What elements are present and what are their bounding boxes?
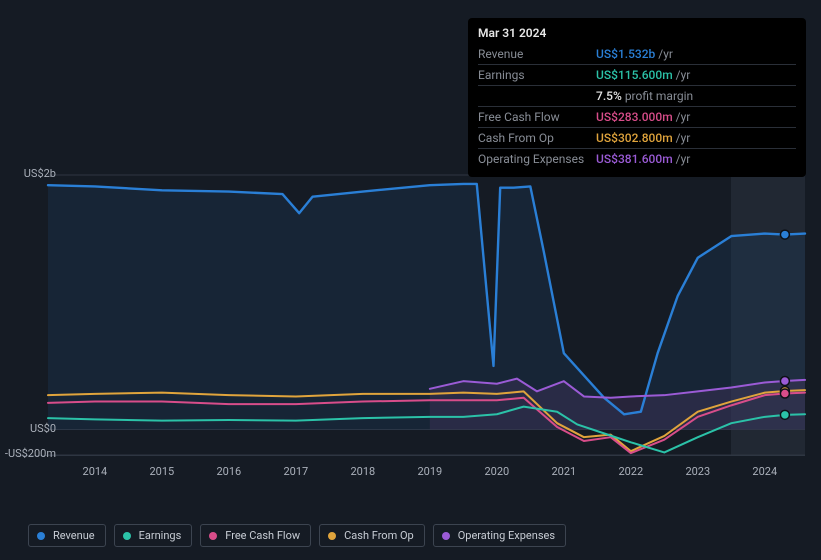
series-marker-revenue: [780, 230, 789, 239]
legend-item-label: Earnings: [139, 529, 182, 542]
tooltip-row-unit: profit margin: [625, 89, 693, 103]
x-axis-tick-label: 2021: [544, 465, 584, 478]
legend-item-opex[interactable]: Operating Expenses: [433, 524, 566, 547]
legend-item-earnings[interactable]: Earnings: [114, 524, 193, 547]
tooltip-row-label: Earnings: [478, 68, 596, 82]
tooltip-row-unit: /yr: [658, 47, 673, 61]
legend-item-label: Free Cash Flow: [225, 529, 300, 542]
y-axis-tick-label: US$2b: [0, 167, 56, 180]
legend-item-fcf[interactable]: Free Cash Flow: [200, 524, 311, 547]
x-axis-tick-label: 2023: [678, 465, 718, 478]
legend-dot-icon: [123, 532, 131, 540]
x-axis-tick-label: 2022: [611, 465, 651, 478]
x-axis-tick-label: 2016: [209, 465, 249, 478]
series-marker-earnings: [780, 410, 789, 419]
tooltip-row: Free Cash FlowUS$283.000m/yr: [478, 106, 796, 127]
tooltip-row: Operating ExpensesUS$381.600m/yr: [478, 148, 796, 169]
tooltip-row-unit: /yr: [676, 110, 691, 124]
tooltip-row-label: Cash From Op: [478, 131, 596, 145]
x-axis-tick-label: 2024: [745, 465, 785, 478]
tooltip-row-value: 7.5%: [596, 89, 622, 103]
tooltip-row-value: US$381.600m: [596, 152, 673, 166]
legend-item-label: Cash From Op: [344, 529, 414, 542]
x-axis-tick-label: 2020: [477, 465, 517, 478]
chart-legend: Revenue Earnings Free Cash Flow Cash From O…: [28, 524, 566, 547]
tooltip-row: 7.5%profit margin: [478, 85, 796, 106]
legend-dot-icon: [209, 532, 217, 540]
tooltip-row-label: [478, 89, 596, 103]
legend-item-label: Operating Expenses: [458, 529, 555, 542]
tooltip-row: EarningsUS$115.600m/yr: [478, 64, 796, 85]
x-axis-tick-label: 2014: [75, 465, 115, 478]
tooltip-row-unit: /yr: [676, 68, 691, 82]
tooltip-row-value: US$1.532b: [596, 47, 655, 61]
tooltip-row-label: Operating Expenses: [478, 152, 596, 166]
tooltip-date: Mar 31 2024: [478, 26, 796, 44]
tooltip-row-value: US$302.800m: [596, 131, 673, 145]
y-axis-tick-label: -US$200m: [0, 447, 56, 460]
legend-dot-icon: [328, 532, 336, 540]
y-axis-tick-label: US$0: [0, 422, 56, 435]
chart-tooltip: Mar 31 2024 RevenueUS$1.532b/yrEarningsU…: [468, 18, 806, 177]
tooltip-row: RevenueUS$1.532b/yr: [478, 44, 796, 64]
tooltip-row: Cash From OpUS$302.800m/yr: [478, 127, 796, 148]
tooltip-row-label: Revenue: [478, 47, 596, 61]
legend-dot-icon: [37, 532, 45, 540]
x-axis-tick-label: 2015: [142, 465, 182, 478]
legend-item-cfo[interactable]: Cash From Op: [319, 524, 425, 547]
tooltip-row-value: US$115.600m: [596, 68, 673, 82]
legend-item-revenue[interactable]: Revenue: [28, 524, 106, 547]
tooltip-row-unit: /yr: [676, 152, 691, 166]
legend-item-label: Revenue: [53, 529, 95, 542]
x-axis-tick-label: 2018: [343, 465, 383, 478]
x-axis-tick-label: 2017: [276, 465, 316, 478]
series-marker-opex: [780, 376, 789, 385]
x-axis-tick-label: 2019: [410, 465, 450, 478]
tooltip-row-value: US$283.000m: [596, 110, 673, 124]
series-marker-fcf: [780, 389, 789, 398]
tooltip-row-unit: /yr: [676, 131, 691, 145]
legend-dot-icon: [442, 532, 450, 540]
financials-chart: US$2b US$0 -US$200m 2014 2015 2016 2017 2018 20…: [0, 0, 821, 560]
tooltip-row-label: Free Cash Flow: [478, 110, 596, 124]
